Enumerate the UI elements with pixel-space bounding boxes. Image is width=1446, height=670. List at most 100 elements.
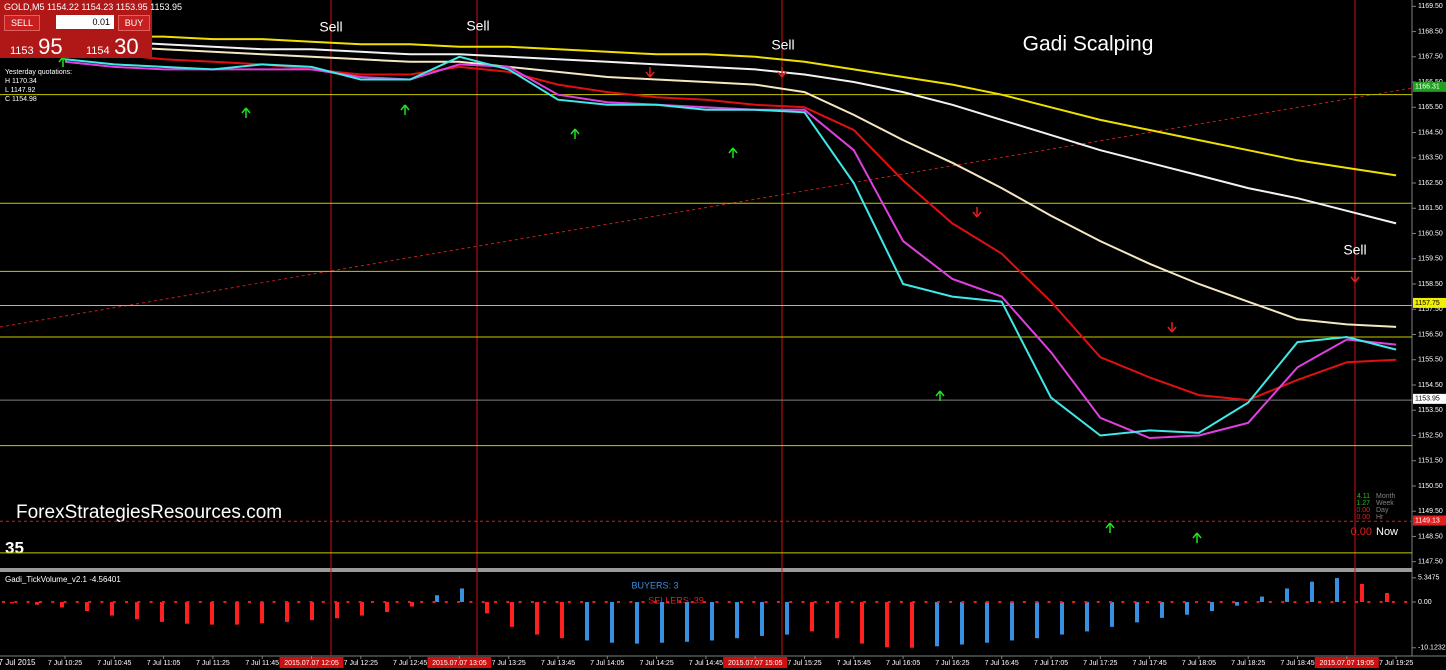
volume-bar bbox=[935, 602, 939, 647]
zero-dot bbox=[358, 601, 362, 604]
volume-bar bbox=[1085, 602, 1089, 632]
price-tag-label: 1149.13 bbox=[1415, 517, 1440, 524]
volume-bar bbox=[160, 602, 164, 622]
chart-title: Gadi Scalping bbox=[1023, 33, 1154, 56]
watermark: ForexStrategiesResources.com bbox=[16, 502, 282, 523]
zero-dot bbox=[813, 601, 817, 604]
x-tick-label: 7 Jul 11:25 bbox=[196, 660, 230, 667]
zero-dot bbox=[1195, 601, 1199, 604]
zero-dot bbox=[629, 601, 633, 604]
x-tick-label: 7 Jul 17:45 bbox=[1132, 660, 1166, 667]
volume-bar bbox=[35, 602, 39, 605]
stat-value: 1.27 bbox=[1356, 500, 1370, 507]
zero-dot bbox=[653, 601, 657, 604]
volume-bar bbox=[535, 602, 539, 635]
zero-dot bbox=[1059, 601, 1063, 604]
bid-price[interactable]: 1153 95 bbox=[10, 34, 63, 60]
zero-dot bbox=[248, 601, 251, 604]
zero-dot bbox=[1232, 601, 1235, 604]
ma-line bbox=[64, 60, 1397, 440]
x-tick-label: 7 Jul 12:45 bbox=[393, 660, 427, 667]
y-tick-label: 1155.50 bbox=[1418, 357, 1443, 364]
stat-value: 4.11 bbox=[1357, 493, 1370, 500]
zero-dot bbox=[1170, 601, 1174, 604]
y-tick-label: 1159.50 bbox=[1418, 256, 1443, 263]
x-tick-label: 7 Jul 16:25 bbox=[935, 660, 969, 667]
volume-bar bbox=[85, 602, 89, 612]
ask-price[interactable]: 1154 30 bbox=[86, 34, 139, 60]
lot-size[interactable]: 0.01 bbox=[56, 15, 114, 29]
ma-line bbox=[64, 48, 1397, 402]
buy-arrow bbox=[1192, 532, 1202, 543]
ma-line bbox=[64, 55, 1397, 437]
volume-bar bbox=[985, 602, 989, 643]
volume-bar bbox=[1035, 602, 1039, 639]
zero-dot bbox=[1330, 601, 1334, 604]
price-tag-label: 1153.95 bbox=[1415, 396, 1440, 403]
x-tick-label: 2015.07.07 13:05 bbox=[432, 660, 487, 667]
zero-dot bbox=[137, 601, 141, 604]
indicator-tick-label: 0.00 bbox=[1418, 599, 1432, 606]
y-tick-label: 1165.50 bbox=[1418, 104, 1443, 111]
volume-bar bbox=[510, 602, 514, 627]
y-tick-label: 1149.50 bbox=[1418, 508, 1443, 515]
x-tick-label: 7 Jul 10:25 bbox=[48, 660, 82, 667]
zero-dot bbox=[506, 601, 510, 604]
zero-dot bbox=[297, 601, 301, 604]
price-tag bbox=[1413, 393, 1446, 404]
x-tick-label: 7 Jul 13:45 bbox=[541, 660, 575, 667]
volume-bar bbox=[1160, 602, 1164, 618]
volume-bar bbox=[385, 602, 389, 612]
sell-arrow bbox=[645, 67, 655, 78]
x-tick-label: 7 Jul 17:05 bbox=[1034, 660, 1068, 667]
sell-button[interactable]: SELL bbox=[4, 15, 40, 31]
x-tick-label: 7 Jul 10:45 bbox=[97, 660, 131, 667]
x-tick-label: 7 Jul 2015 bbox=[0, 658, 36, 667]
x-tick-label: 7 Jul 14:45 bbox=[689, 660, 723, 667]
stat-value: 0.00 bbox=[1356, 507, 1370, 514]
x-tick-box bbox=[279, 657, 344, 668]
stat-label: Hr bbox=[1376, 514, 1384, 521]
stat-value: 0.00 bbox=[1356, 514, 1370, 521]
zero-dot bbox=[715, 601, 719, 604]
zero-dot bbox=[764, 601, 768, 604]
zero-dot bbox=[63, 601, 67, 604]
zero-dot bbox=[1207, 601, 1211, 604]
price-tag-label: 1157.75 bbox=[1415, 300, 1440, 307]
volume-bar bbox=[585, 602, 589, 641]
buy-arrow bbox=[570, 128, 580, 139]
price-tag bbox=[1413, 515, 1446, 526]
volume-bar bbox=[910, 602, 914, 648]
y-tick-label: 1169.50 bbox=[1418, 3, 1443, 10]
buyers: BUYERS: 3 bbox=[631, 580, 678, 590]
zero-dot bbox=[666, 601, 670, 604]
volume-bar bbox=[60, 602, 64, 608]
zero-dot bbox=[924, 601, 928, 604]
zero-dot bbox=[334, 601, 338, 604]
x-tick-label: 7 Jul 15:45 bbox=[837, 660, 871, 667]
zero-dot bbox=[1109, 601, 1112, 604]
zero-dot bbox=[641, 601, 645, 604]
zero-dot bbox=[26, 601, 30, 604]
zero-dot bbox=[174, 601, 178, 604]
zero-dot bbox=[961, 601, 965, 604]
volume-bar bbox=[1010, 602, 1014, 641]
buy-arrow bbox=[1105, 522, 1115, 533]
x-tick-box bbox=[1314, 657, 1379, 668]
zero-dot bbox=[899, 601, 903, 604]
trend-line bbox=[0, 87, 1413, 328]
zero-dot bbox=[887, 601, 891, 604]
zero-dot bbox=[481, 601, 485, 604]
zero-dot bbox=[826, 601, 830, 604]
indicator-tick-label: -10.12328 bbox=[1418, 645, 1446, 652]
y-tick-label: 1157.50 bbox=[1418, 306, 1443, 313]
buy-button[interactable]: BUY bbox=[118, 15, 150, 31]
y-tick-label: 1167.50 bbox=[1418, 54, 1443, 61]
zero-dot bbox=[912, 601, 916, 604]
zero-dot bbox=[1318, 601, 1322, 604]
x-tick-box bbox=[427, 657, 492, 668]
zero-dot bbox=[727, 601, 731, 604]
zero-dot bbox=[371, 601, 374, 604]
x-tick-label: 7 Jul 11:05 bbox=[147, 660, 181, 667]
